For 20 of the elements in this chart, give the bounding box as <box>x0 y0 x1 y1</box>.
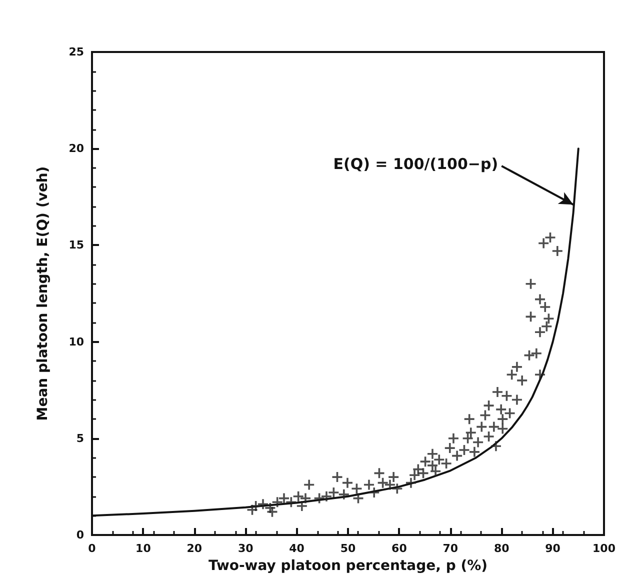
x-tick-label: 70 <box>442 542 458 555</box>
x-tick-label: 100 <box>592 542 616 555</box>
y-axis-title: Mean platoon length, E(Q) (veh) <box>35 166 51 421</box>
x-tick-label: 20 <box>186 542 202 555</box>
y-tick-label: 15 <box>68 238 84 252</box>
x-tick-label: 40 <box>289 542 305 555</box>
y-tick-label: 5 <box>76 432 84 445</box>
x-axis-title: Two-way platoon percentage, p (%) <box>208 558 488 574</box>
x-tick-label: 90 <box>545 542 561 555</box>
x-tick-label: 10 <box>136 542 152 555</box>
x-tick-label: 60 <box>392 542 408 555</box>
y-tick-label: 25 <box>68 46 84 58</box>
x-tick-label: 30 <box>238 542 254 555</box>
x-tick-label: 50 <box>340 542 356 555</box>
x-tick-label: 0 <box>88 542 96 555</box>
y-tick-label: 20 <box>68 142 84 156</box>
y-tick-label: 0 <box>76 528 84 542</box>
x-tick-label: 80 <box>494 542 510 555</box>
annotation: E(Q) = 100/(100−p) <box>333 155 498 174</box>
y-tick-label: 10 <box>68 335 84 348</box>
